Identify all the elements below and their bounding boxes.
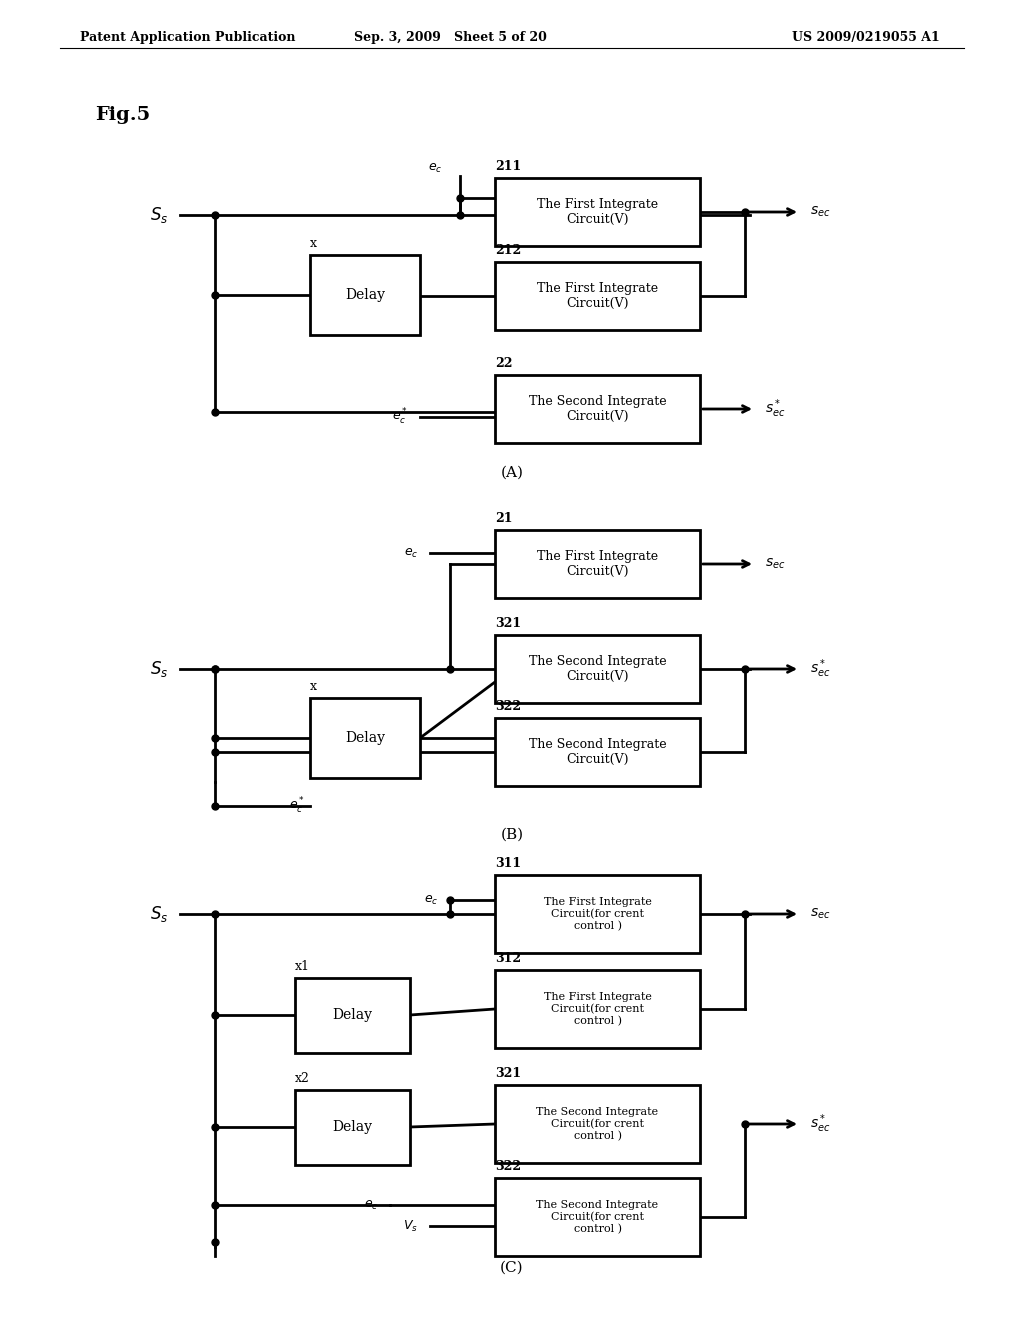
Text: x: x (310, 238, 317, 249)
Text: $e_c^*$: $e_c^*$ (392, 407, 408, 428)
Text: $e_c$: $e_c$ (364, 1199, 378, 1212)
Text: Patent Application Publication: Patent Application Publication (80, 32, 296, 45)
Text: $V_s$: $V_s$ (403, 1218, 418, 1234)
Text: 322: 322 (495, 1160, 521, 1173)
Text: The First Integrate
Circuit(V): The First Integrate Circuit(V) (537, 282, 658, 310)
Text: The First Integrate
Circuit(for crent
control ): The First Integrate Circuit(for crent co… (544, 898, 651, 931)
Text: $s_{ec}$: $s_{ec}$ (765, 557, 785, 572)
Text: x1: x1 (295, 960, 310, 973)
Text: Delay: Delay (345, 288, 385, 302)
Text: The Second Integrate
Circuit(V): The Second Integrate Circuit(V) (528, 395, 667, 422)
Bar (495, 635, 700, 704)
Text: The Second Integrate
Circuit(for crent
control ): The Second Integrate Circuit(for crent c… (537, 1200, 658, 1234)
Bar (495, 1085, 700, 1163)
Text: $e_c^*$: $e_c^*$ (289, 796, 305, 816)
Text: Delay: Delay (333, 1121, 373, 1134)
Bar (295, 978, 410, 1053)
Text: x: x (310, 680, 317, 693)
Text: 322: 322 (495, 700, 521, 713)
Bar (495, 261, 700, 330)
Text: (B): (B) (501, 828, 523, 842)
Bar (495, 375, 700, 444)
Text: $s_{ec}^*$: $s_{ec}^*$ (810, 1113, 830, 1135)
Text: 212: 212 (495, 244, 521, 257)
Text: $e_c$: $e_c$ (403, 546, 418, 560)
Text: $S_s$: $S_s$ (150, 659, 168, 678)
Bar (310, 698, 420, 777)
Text: Fig.5: Fig.5 (95, 106, 151, 124)
Text: 311: 311 (495, 857, 521, 870)
Text: 321: 321 (495, 616, 521, 630)
Text: $s_{ec}$: $s_{ec}$ (810, 205, 830, 219)
Text: $S_s$: $S_s$ (150, 904, 168, 924)
Text: $S_s$: $S_s$ (150, 205, 168, 224)
Text: The First Integrate
Circuit(V): The First Integrate Circuit(V) (537, 550, 658, 578)
Bar (495, 531, 700, 598)
Text: Sep. 3, 2009   Sheet 5 of 20: Sep. 3, 2009 Sheet 5 of 20 (353, 32, 547, 45)
Bar (495, 970, 700, 1048)
Bar (495, 875, 700, 953)
Text: The First Integrate
Circuit(V): The First Integrate Circuit(V) (537, 198, 658, 226)
Text: The Second Integrate
Circuit(for crent
control ): The Second Integrate Circuit(for crent c… (537, 1107, 658, 1140)
Text: x2: x2 (295, 1072, 310, 1085)
Text: 312: 312 (495, 952, 521, 965)
Text: The Second Integrate
Circuit(V): The Second Integrate Circuit(V) (528, 738, 667, 766)
Text: (C): (C) (500, 1261, 524, 1275)
Bar (495, 718, 700, 785)
Text: US 2009/0219055 A1: US 2009/0219055 A1 (793, 32, 940, 45)
Text: (A): (A) (501, 466, 523, 480)
Text: Delay: Delay (333, 1008, 373, 1023)
Text: Delay: Delay (345, 731, 385, 744)
Text: $s_{ec}^*$: $s_{ec}^*$ (810, 657, 830, 680)
Text: 211: 211 (495, 160, 521, 173)
Text: $s_{ec}$: $s_{ec}$ (810, 907, 830, 921)
Text: The Second Integrate
Circuit(V): The Second Integrate Circuit(V) (528, 655, 667, 682)
Bar (310, 255, 420, 335)
Text: $e_c$: $e_c$ (428, 161, 442, 174)
Text: $s_{ec}^*$: $s_{ec}^*$ (765, 397, 785, 420)
Text: The First Integrate
Circuit(for crent
control ): The First Integrate Circuit(for crent co… (544, 993, 651, 1026)
Bar (495, 1177, 700, 1257)
Text: $e_c$: $e_c$ (424, 894, 438, 907)
Text: 22: 22 (495, 356, 512, 370)
Text: 21: 21 (495, 512, 512, 525)
Text: 321: 321 (495, 1067, 521, 1080)
Bar (495, 178, 700, 246)
Bar (295, 1090, 410, 1166)
